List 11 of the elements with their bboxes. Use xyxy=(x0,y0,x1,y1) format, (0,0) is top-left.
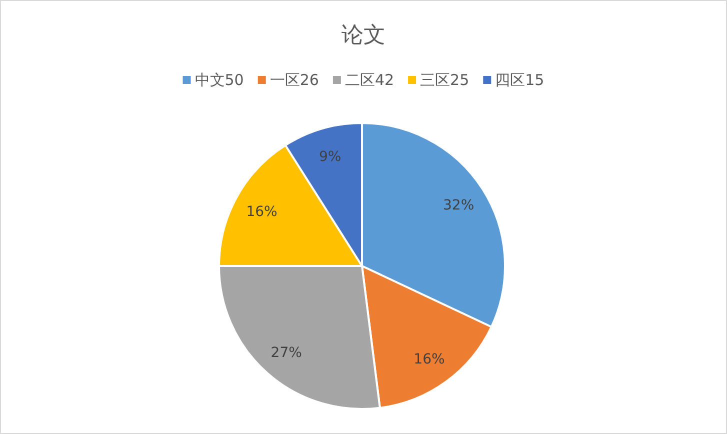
data-label: 9% xyxy=(318,149,342,166)
legend-label: 四区15 xyxy=(495,71,544,89)
data-label: 27% xyxy=(270,344,302,361)
legend-label: 二区42 xyxy=(344,71,394,89)
data-label: 16% xyxy=(414,352,445,368)
data-label: 32% xyxy=(443,198,474,214)
legend-label: 一区26 xyxy=(270,71,319,89)
legend-label: 三区25 xyxy=(420,71,470,89)
data-label: 16% xyxy=(246,204,278,220)
legend-label: 中文50 xyxy=(194,71,244,89)
chart-title: 论文 xyxy=(342,23,386,48)
